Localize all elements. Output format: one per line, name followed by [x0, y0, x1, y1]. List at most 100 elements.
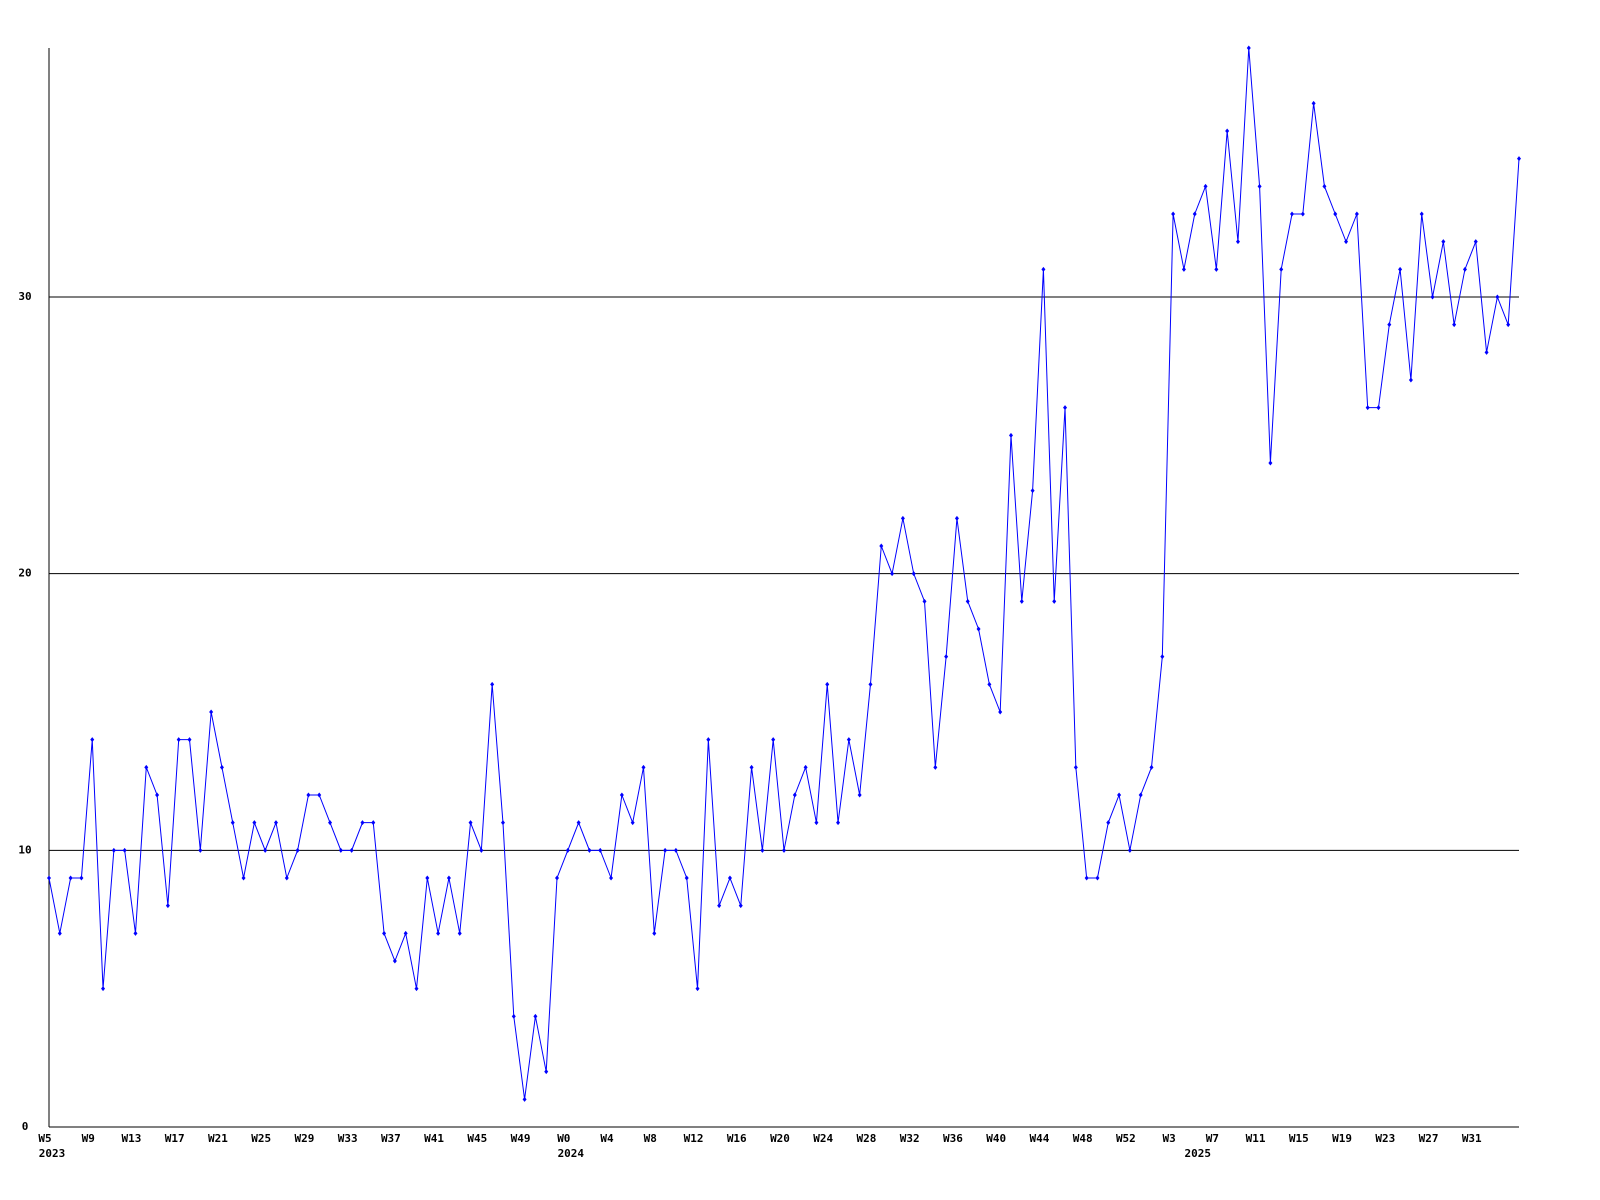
x-tick-label: W33: [338, 1132, 358, 1145]
x-tick-label: W37: [381, 1132, 401, 1145]
x-tick-label: W15: [1289, 1132, 1309, 1145]
data-point: [219, 764, 224, 770]
data-point: [1354, 211, 1359, 217]
data-point: [684, 875, 689, 881]
data-point: [1235, 239, 1240, 245]
data-point: [1322, 183, 1327, 189]
data-point: [1419, 211, 1424, 217]
x-tick-label: W41: [424, 1132, 444, 1145]
data-point: [457, 930, 462, 936]
y-tick-label: 30: [18, 290, 31, 303]
data-point: [446, 875, 451, 881]
data-point: [652, 930, 657, 936]
data-point: [868, 681, 873, 687]
x-tick-label: W0: [557, 1132, 570, 1145]
data-point: [944, 654, 949, 660]
data-point: [1095, 875, 1100, 881]
year-label: 2024: [558, 1147, 585, 1160]
x-tick-label: W29: [294, 1132, 314, 1145]
data-point: [1473, 239, 1478, 245]
data-point: [857, 792, 862, 798]
data-point: [609, 875, 614, 881]
data-point: [57, 930, 62, 936]
data-point: [749, 764, 754, 770]
x-tick-label: W49: [511, 1132, 531, 1145]
year-label: 2025: [1184, 1147, 1211, 1160]
data-point: [1344, 239, 1349, 245]
data-point: [706, 737, 711, 743]
data-point: [976, 626, 981, 632]
data-point: [771, 737, 776, 743]
data-point: [187, 737, 192, 743]
data-point: [1181, 266, 1186, 272]
x-tick-label: W12: [684, 1132, 704, 1145]
data-point: [1376, 405, 1381, 411]
data-point: [846, 737, 851, 743]
data-point: [79, 875, 84, 881]
data-point: [987, 681, 992, 687]
data-point: [673, 847, 678, 853]
data-point: [1408, 377, 1413, 383]
data-point: [695, 986, 700, 992]
data-point: [155, 792, 160, 798]
x-tick-label: W25: [251, 1132, 271, 1145]
data-point: [1106, 820, 1111, 826]
data-point: [1214, 266, 1219, 272]
data-point: [425, 875, 430, 881]
data-point: [533, 1013, 538, 1019]
data-point: [511, 1013, 516, 1019]
data-point: [890, 571, 895, 577]
data-point: [392, 958, 397, 964]
data-point: [1052, 598, 1057, 604]
data-point: [328, 820, 333, 826]
data-point: [727, 875, 732, 881]
data-point: [1084, 875, 1089, 881]
data-point: [1117, 792, 1122, 798]
data-point: [954, 515, 959, 521]
data-point: [230, 820, 235, 826]
data-point: [241, 875, 246, 881]
data-point: [371, 820, 376, 826]
x-tick-label: W16: [727, 1132, 747, 1145]
x-tick-label: W9: [82, 1132, 95, 1145]
data-point: [500, 820, 505, 826]
data-point: [922, 598, 927, 604]
data-point: [782, 847, 786, 853]
x-tick-label: W27: [1419, 1132, 1439, 1145]
data-point: [879, 543, 884, 549]
data-point: [468, 820, 473, 826]
data-point: [1506, 322, 1511, 328]
data-point: [738, 903, 743, 909]
data-point: [1192, 211, 1197, 217]
data-point: [965, 598, 970, 604]
data-point: [1127, 847, 1132, 853]
year-label: 2023: [39, 1147, 66, 1160]
data-point: [122, 847, 127, 853]
data-point: [1290, 211, 1295, 217]
x-tick-label: W11: [1246, 1132, 1266, 1145]
data-point: [144, 764, 149, 770]
data-point: [717, 903, 722, 909]
data-point: [641, 764, 646, 770]
x-tick-label: W17: [165, 1132, 185, 1145]
x-tick-label: W13: [122, 1132, 142, 1145]
y-tick-label: 20: [18, 567, 31, 580]
data-point: [101, 986, 106, 992]
data-point: [382, 930, 387, 936]
x-tick-label: W44: [1029, 1132, 1049, 1145]
x-tick-label: W28: [857, 1132, 877, 1145]
data-point: [814, 820, 819, 826]
data-point: [565, 847, 570, 853]
data-point: [403, 930, 408, 936]
data-point: [490, 681, 495, 687]
data-point: [295, 847, 300, 853]
data-point: [349, 847, 354, 853]
x-tick-label: W20: [770, 1132, 790, 1145]
data-point: [360, 820, 365, 826]
data-point: [1517, 156, 1521, 162]
data-point: [1160, 654, 1165, 660]
x-tick-label: W32: [900, 1132, 920, 1145]
data-point: [1149, 764, 1154, 770]
data-point: [544, 1069, 549, 1075]
